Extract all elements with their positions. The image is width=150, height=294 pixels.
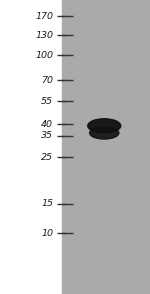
Ellipse shape [90,127,119,139]
Text: 100: 100 [35,51,53,60]
Text: 15: 15 [41,199,53,208]
Text: 35: 35 [41,131,53,140]
Text: 130: 130 [35,31,53,40]
Text: 25: 25 [41,153,53,162]
Text: 70: 70 [41,76,53,85]
Bar [62,0,150,294]
Text: 55: 55 [41,97,53,106]
Text: 40: 40 [41,120,53,128]
Text: 10: 10 [41,229,53,238]
Ellipse shape [88,119,121,133]
Text: 170: 170 [35,12,53,21]
